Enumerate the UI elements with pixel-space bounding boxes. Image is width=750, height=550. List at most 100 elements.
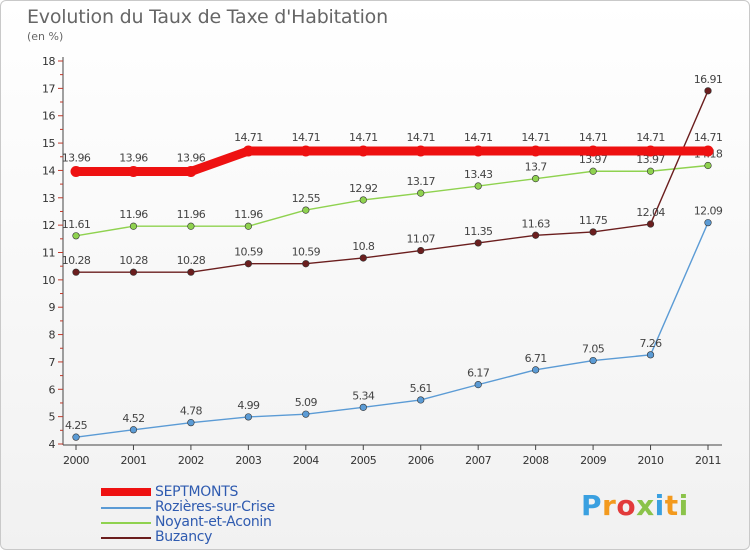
logo-letter: i: [678, 489, 689, 522]
y-tick-label: 4: [49, 438, 56, 451]
y-tick-label: 13: [42, 192, 55, 205]
data-label: 4.25: [65, 419, 88, 432]
data-label: 4.78: [180, 405, 203, 418]
data-label: 13.97: [579, 153, 608, 166]
data-label: 6.17: [467, 367, 490, 380]
data-label: 13.96: [119, 152, 148, 165]
series-line-SEPTMONTS: [76, 146, 708, 177]
data-point: [646, 220, 655, 228]
x-tick-label: 2008: [523, 454, 549, 467]
data-label: 4.52: [122, 412, 144, 425]
data-point: [532, 231, 540, 239]
data-label: 14.71: [579, 131, 608, 144]
legend-label: Rozières-sur-Crise: [155, 499, 275, 515]
data-label: 10.59: [292, 246, 321, 259]
data-point: [187, 419, 195, 427]
data-label: 11.61: [62, 218, 91, 231]
data-label: 14.71: [349, 131, 378, 144]
y-tick-label: 14: [42, 164, 55, 177]
data-point: [357, 145, 369, 157]
data-point: [589, 167, 597, 175]
data-point: [417, 189, 425, 197]
data-point: [300, 145, 312, 157]
data-point: [417, 246, 425, 255]
data-label: 14.71: [636, 131, 665, 144]
x-tick-label: 2001: [120, 454, 146, 467]
data-point: [72, 232, 80, 240]
data-point: [474, 182, 482, 190]
logo-letter: P: [581, 489, 603, 522]
data-point: [702, 145, 714, 157]
x-tick-label: 2010: [638, 454, 664, 467]
data-point: [359, 254, 367, 262]
data-point: [127, 166, 139, 178]
y-tick-label: 11: [42, 247, 55, 260]
y-tick-label: 12: [42, 219, 55, 232]
data-label: 11.35: [464, 225, 493, 238]
series-line-Rozières-sur-Crise: [75, 222, 709, 438]
proxiti-logo: Proxiti: [581, 489, 689, 522]
data-label: 5.61: [410, 382, 432, 395]
data-label: 5.34: [352, 389, 375, 402]
y-tick-label: 17: [42, 82, 55, 95]
data-point: [244, 222, 252, 230]
y-tick-label: 16: [42, 110, 55, 123]
data-label: 13.17: [406, 175, 435, 188]
logo-letter: i: [654, 489, 665, 522]
unit-label: (en %): [27, 30, 64, 43]
data-label: 11.96: [234, 208, 263, 221]
logo-letter: t: [664, 489, 679, 522]
data-point: [302, 410, 310, 418]
data-point: [704, 161, 712, 170]
data-label: 14.71: [694, 131, 723, 144]
data-point: [359, 196, 367, 204]
data-point: [530, 145, 542, 157]
legend-swatch: [101, 537, 151, 539]
data-point: [589, 356, 597, 365]
data-point: [474, 239, 482, 247]
data-label: 13.43: [464, 168, 493, 181]
data-point: [72, 268, 80, 276]
data-point: [302, 206, 310, 214]
legend-swatch: [101, 507, 151, 509]
data-label: 12.55: [292, 192, 321, 205]
data-point: [532, 366, 540, 374]
y-tick-label: 6: [49, 383, 56, 396]
data-point: [415, 145, 427, 157]
data-point: [532, 175, 540, 183]
data-point: [417, 396, 425, 404]
series-line-Noyant-et-Aconin: [75, 164, 709, 237]
data-label: 10.28: [62, 254, 91, 267]
logo-letter: x: [636, 489, 655, 522]
y-tick-label: 10: [42, 274, 55, 287]
x-tick-label: 2006: [408, 454, 434, 467]
data-point: [244, 413, 252, 421]
legend-item-noyant: Noyant-et-Aconin: [101, 515, 361, 529]
data-point: [72, 433, 80, 441]
data-label: 11.07: [406, 233, 435, 246]
data-label: 13.97: [636, 153, 665, 166]
y-tick-label: 8: [49, 329, 56, 342]
y-tick-label: 5: [49, 411, 56, 424]
data-label: 10.8: [352, 240, 375, 253]
legend-swatch: [101, 522, 151, 524]
y-tick-label: 7: [49, 356, 56, 369]
data-label: 14.71: [406, 131, 435, 144]
legend-label: Noyant-et-Aconin: [155, 514, 272, 530]
data-label: 13.96: [177, 152, 206, 165]
data-point: [129, 222, 138, 230]
data-label: 11.75: [579, 214, 608, 227]
data-label: 13.96: [62, 152, 91, 165]
chart-title: Evolution du Taux de Taxe d'Habitation: [27, 6, 388, 28]
data-point: [474, 381, 482, 389]
data-label: 7.26: [639, 337, 662, 350]
data-point: [244, 260, 252, 268]
data-point: [187, 222, 195, 230]
legend-item-septmonts: SEPTMONTS: [101, 485, 361, 499]
legend-label: SEPTMONTS: [155, 484, 239, 500]
data-label: 12.92: [349, 182, 378, 195]
y-tick-label: 18: [42, 55, 55, 68]
data-label: 14.71: [292, 131, 321, 144]
data-label: 11.96: [177, 208, 206, 221]
